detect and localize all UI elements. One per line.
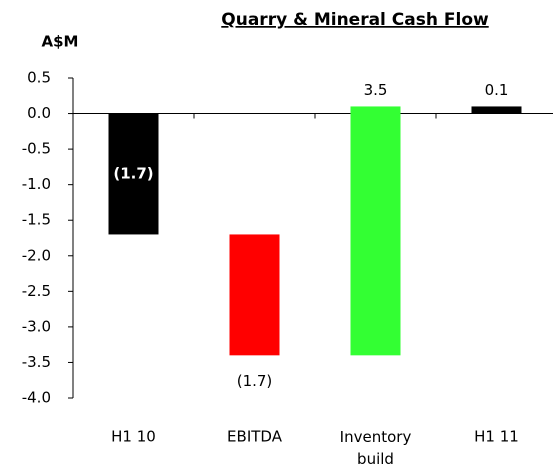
y-tick-label: -2.5 (22, 282, 51, 300)
bar (350, 106, 401, 356)
y-tick-label: -1.5 (22, 211, 51, 229)
value-label: (1.7) (113, 165, 153, 183)
x-tick-label: H1 10 (111, 428, 156, 446)
bar (108, 113, 159, 235)
value-label: (1.7) (237, 372, 273, 390)
value-label: 3.5 (364, 81, 388, 99)
y-tick-label: -3.5 (22, 353, 51, 371)
x-tick-label: Inventory build (340, 428, 412, 468)
y-tick-label: 0.5 (27, 69, 51, 87)
y-tick-label: -2.0 (22, 246, 51, 264)
y-tick-label: -0.5 (22, 140, 51, 158)
chart-title: Quarry & Mineral Cash Flow (221, 10, 489, 30)
value-label: 0.1 (485, 81, 509, 99)
x-tick-label: H1 11 (474, 428, 519, 446)
x-tick-label: EBITDA (227, 428, 283, 446)
y-axis-label: A$M (42, 33, 79, 51)
y-tick-label: -1.0 (22, 175, 51, 193)
y-tick-label: -4.0 (22, 389, 51, 407)
bar (229, 234, 280, 356)
y-tick-label: 0.0 (27, 104, 51, 122)
y-tick-label: -3.0 (22, 317, 51, 335)
bar (471, 106, 522, 114)
